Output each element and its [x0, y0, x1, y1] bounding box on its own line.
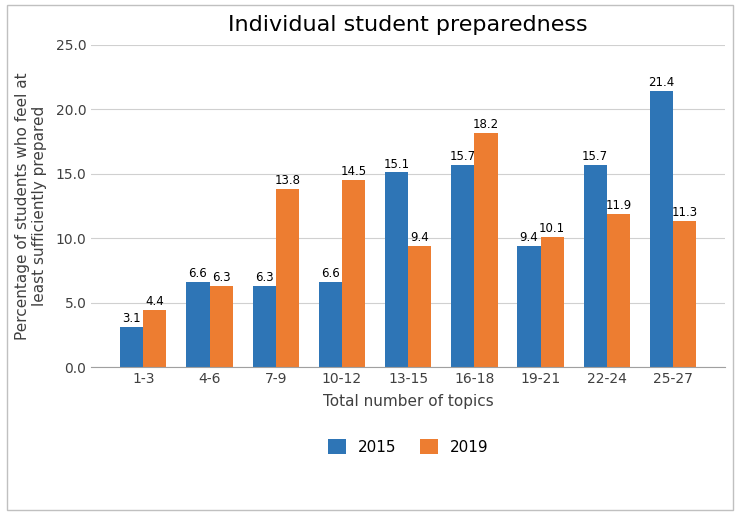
Bar	[607, 214, 630, 367]
Text: 9.4: 9.4	[519, 231, 539, 244]
Text: 11.3: 11.3	[671, 207, 698, 219]
Legend: 2015, 2019: 2015, 2019	[321, 433, 495, 461]
Text: 3.1: 3.1	[122, 312, 141, 325]
Text: 9.4: 9.4	[411, 231, 429, 244]
X-axis label: Total number of topics: Total number of topics	[323, 394, 494, 409]
Text: 18.2: 18.2	[473, 117, 499, 131]
Bar	[517, 246, 541, 367]
Text: 6.3: 6.3	[212, 271, 230, 284]
Bar	[252, 286, 276, 367]
Bar	[186, 282, 209, 367]
Text: 15.7: 15.7	[582, 150, 608, 163]
Y-axis label: Percentage of students who feel at
least sufficiently prepared: Percentage of students who feel at least…	[15, 72, 47, 340]
Text: 6.3: 6.3	[255, 271, 274, 284]
Text: 10.1: 10.1	[539, 222, 565, 235]
Bar	[408, 246, 431, 367]
Bar	[474, 132, 497, 367]
Text: 15.7: 15.7	[450, 150, 476, 163]
Text: 6.6: 6.6	[189, 267, 207, 280]
Bar	[319, 282, 342, 367]
Text: 15.1: 15.1	[383, 158, 410, 170]
Text: 6.6: 6.6	[321, 267, 340, 280]
Bar	[342, 180, 365, 367]
Bar	[276, 189, 299, 367]
Text: 11.9: 11.9	[605, 199, 631, 212]
Text: 14.5: 14.5	[340, 165, 366, 178]
Text: 4.4: 4.4	[146, 296, 164, 308]
Bar	[120, 327, 144, 367]
Text: 13.8: 13.8	[275, 174, 300, 187]
Text: 21.4: 21.4	[648, 76, 675, 89]
Bar	[209, 286, 232, 367]
Bar	[650, 91, 673, 367]
Bar	[144, 311, 166, 367]
Bar	[541, 237, 564, 367]
Title: Individual student preparedness: Individual student preparedness	[229, 15, 588, 35]
Bar	[451, 165, 474, 367]
Bar	[673, 221, 696, 367]
Bar	[584, 165, 607, 367]
Bar	[385, 173, 408, 367]
